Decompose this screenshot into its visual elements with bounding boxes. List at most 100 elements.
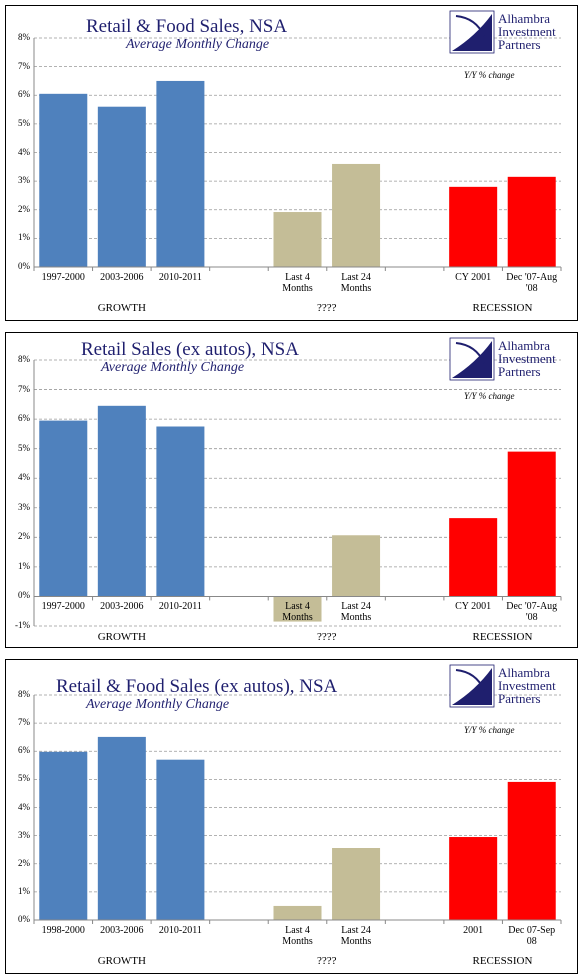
brand-text: Partners bbox=[498, 37, 541, 52]
chart-title: Retail Sales (ex autos), NSA bbox=[81, 339, 299, 360]
logo-swoosh bbox=[455, 15, 485, 37]
x-tick-label: Last 4 Months bbox=[282, 601, 313, 624]
logo bbox=[449, 337, 495, 381]
y-tick-label: 5% bbox=[18, 117, 30, 128]
x-tick-label: 2010-2011 bbox=[158, 925, 202, 936]
brand-text: Alhambra bbox=[498, 665, 550, 680]
bar bbox=[273, 905, 322, 920]
y-tick-label: 4% bbox=[18, 472, 30, 483]
annotation: Y/Y % change bbox=[464, 70, 515, 80]
bar bbox=[332, 163, 381, 267]
x-tick-label: CY 2001 bbox=[455, 272, 492, 283]
chart-panel: 0% 1% 2% 3% 4% 5% 6% 7% 8% 1997-2000 2003-2006 2010… bbox=[5, 5, 578, 321]
x-tick-label: Last 24 Months bbox=[340, 925, 372, 947]
bar bbox=[449, 186, 498, 267]
brand-text: Partners bbox=[498, 364, 541, 379]
y-tick-label: 2% bbox=[18, 531, 30, 542]
bar bbox=[273, 212, 322, 267]
y-tick-label: 1% bbox=[18, 560, 30, 571]
bar bbox=[507, 451, 556, 597]
bar bbox=[39, 420, 88, 597]
y-tick-label: 4% bbox=[18, 801, 30, 812]
x-tick-label: Last 24 Months bbox=[340, 601, 372, 624]
logo bbox=[449, 664, 495, 708]
x-tick-label: 1998-2000 bbox=[41, 925, 85, 936]
bar bbox=[273, 596, 322, 622]
group-label: GROWTH bbox=[97, 955, 146, 967]
y-tick-label: 1% bbox=[18, 232, 30, 243]
y-tick-label: 6% bbox=[18, 745, 30, 756]
group-label: GROWTH bbox=[97, 302, 146, 314]
chart bbox=[33, 337, 562, 627]
bar bbox=[507, 176, 556, 267]
bar bbox=[156, 759, 205, 920]
chart-subtitle: Average Monthly Change bbox=[126, 37, 270, 52]
bar bbox=[97, 405, 146, 597]
x-tick-label: 2001 bbox=[463, 925, 484, 936]
x-tick-label: 2010-2011 bbox=[158, 601, 202, 613]
bar bbox=[97, 106, 146, 267]
x-tick-label: Dec 07-Sep 08 bbox=[508, 925, 556, 947]
y-tick-label: 0% bbox=[18, 261, 30, 271]
x-tick-label: 2010-2011 bbox=[158, 272, 202, 283]
bar bbox=[449, 518, 498, 597]
x-tick-label: 2003-2006 bbox=[100, 272, 144, 283]
logo-swoosh bbox=[455, 669, 485, 691]
brand-text: Investment bbox=[498, 24, 556, 39]
y-tick-label: 7% bbox=[18, 717, 30, 728]
annotation: Y/Y % change bbox=[464, 725, 515, 735]
group-label: ???? bbox=[317, 631, 337, 643]
chart-title: Retail & Food Sales, NSA bbox=[86, 16, 288, 37]
x-tick-label: Last 24 Months bbox=[340, 272, 372, 294]
y-tick-label: 0% bbox=[18, 914, 30, 924]
logo bbox=[449, 10, 495, 54]
x-tick-label: CY 2001 bbox=[455, 601, 492, 613]
brand-text: Investment bbox=[498, 351, 556, 366]
brand-text: Partners bbox=[498, 691, 541, 706]
y-tick-label: 7% bbox=[18, 383, 30, 394]
bar bbox=[39, 751, 88, 920]
group-label: ???? bbox=[317, 955, 337, 967]
logo-swoosh bbox=[455, 342, 485, 364]
chart-title: Retail & Food Sales (ex autos), NSA bbox=[56, 676, 338, 697]
chart-panel: 0% 1% 2% 3% 4% 5% 6% 7% 8% 1998-2000 2003-2006 2010… bbox=[5, 659, 578, 974]
chart-panel: -1% 0% 1% 2% 3% 4% 5% 6% 7% 8% 1997-2000 2003-2006 2… bbox=[5, 332, 578, 648]
group-label: ???? bbox=[317, 302, 337, 314]
y-tick-label: 2% bbox=[18, 203, 30, 214]
x-tick-label: Last 4 Months bbox=[282, 925, 313, 947]
y-tick-label: 2% bbox=[18, 857, 30, 868]
x-tick-label: 1997-2000 bbox=[41, 601, 85, 613]
x-tick-label: 1997-2000 bbox=[41, 272, 85, 283]
chart-subtitle: Average Monthly Change bbox=[101, 360, 245, 375]
bar bbox=[332, 535, 381, 597]
y-tick-label: -1% bbox=[15, 620, 30, 630]
bar bbox=[156, 80, 205, 267]
y-tick-label: 8% bbox=[18, 32, 30, 42]
y-tick-label: 5% bbox=[18, 442, 30, 453]
bar bbox=[156, 426, 205, 597]
bar bbox=[507, 781, 556, 920]
x-tick-label: 2003-2006 bbox=[100, 925, 144, 936]
y-tick-label: 3% bbox=[18, 501, 30, 512]
chart bbox=[33, 10, 562, 271]
group-label: GROWTH bbox=[97, 631, 146, 643]
x-tick-label: Dec '07-Aug '08 bbox=[506, 272, 558, 294]
y-tick-label: 1% bbox=[18, 885, 30, 896]
chart-subtitle: Average Monthly Change bbox=[86, 697, 230, 712]
group-label: RECESSION bbox=[472, 955, 533, 967]
bar bbox=[449, 837, 498, 920]
logo-mark bbox=[452, 341, 492, 378]
x-tick-label: Last 4 Months bbox=[282, 272, 313, 294]
brand-text: Investment bbox=[498, 678, 556, 693]
brand-text: Alhambra bbox=[498, 338, 550, 353]
y-tick-label: 3% bbox=[18, 829, 30, 840]
group-label: RECESSION bbox=[472, 631, 533, 643]
bar bbox=[97, 736, 146, 920]
brand-text: Alhambra bbox=[498, 11, 550, 26]
y-tick-label: 7% bbox=[18, 60, 30, 71]
bar bbox=[39, 93, 88, 267]
y-tick-label: 3% bbox=[18, 175, 30, 186]
y-tick-label: 6% bbox=[18, 89, 30, 100]
x-tick-label: Dec '07-Aug '08 bbox=[506, 601, 558, 624]
